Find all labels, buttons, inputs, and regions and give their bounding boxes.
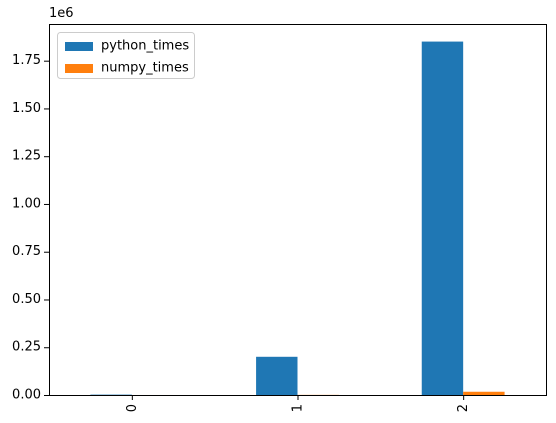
y-tick-label: 1.50 — [12, 101, 41, 116]
y-tick-label: 0.75 — [12, 244, 41, 259]
legend: python_times numpy_times — [57, 32, 195, 79]
legend-label-numpy_times: numpy_times — [101, 61, 189, 76]
x-tick-label: 0 — [125, 404, 140, 412]
y-axis: 0.00 0.25 0.50 0.75 1.00 1.25 1.50 1.75 — [12, 53, 49, 403]
y-offset-label: 1e6 — [49, 6, 74, 21]
bars-group — [90, 41, 505, 396]
y-tick-label: 1.25 — [12, 149, 41, 164]
bar-python_times-2 — [421, 41, 464, 396]
plot-frame — [49, 24, 547, 396]
legend-label-python_times: python_times — [101, 39, 189, 54]
x-axis: 0 1 2 — [125, 395, 471, 412]
bar-python_times-1 — [256, 356, 298, 395]
x-tick-label: 1 — [291, 404, 306, 412]
bar-numpy_times-2 — [463, 391, 505, 395]
y-tick-label: 0.00 — [12, 388, 41, 403]
legend-swatch-python_times — [65, 42, 93, 51]
x-tick-label: 2 — [456, 404, 471, 412]
y-tick-label: 0.25 — [12, 340, 41, 355]
y-tick-label: 0.50 — [12, 292, 41, 307]
y-tick-label: 1.00 — [12, 196, 41, 211]
y-tick-label: 1.75 — [12, 53, 41, 68]
legend-swatch-numpy_times — [65, 64, 93, 73]
